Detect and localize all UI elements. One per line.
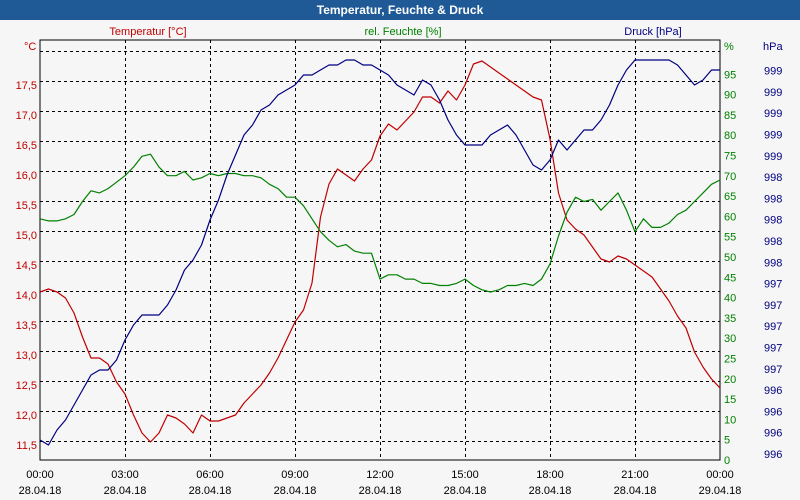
humidity-tick-label: 70 (724, 171, 736, 183)
window-title: Temperatur, Feuchte & Druck (0, 0, 800, 20)
x-tick-time: 18:00 (536, 469, 564, 481)
humidity-unit: % (724, 41, 734, 53)
temperature-tick-label: 13,0 (16, 350, 37, 362)
x-tick-time: 00:00 (706, 469, 734, 481)
pressure-unit: hPa (763, 41, 783, 53)
humidity-tick-label: 90 (724, 90, 736, 102)
x-tick-time: 03:00 (111, 469, 139, 481)
pressure-tick-label: 998 (764, 193, 782, 205)
pressure-tick-label: 996 (764, 449, 782, 461)
pressure-tick-label: 997 (764, 343, 782, 355)
pressure-tick-label: 998 (764, 215, 782, 227)
humidity-series-line (39, 153, 721, 293)
x-tick-date: 28.04.18 (359, 485, 402, 497)
x-tick-time: 15:00 (451, 469, 479, 481)
humidity-tick-label: 95 (724, 69, 736, 81)
humidity-tick-label: 15 (724, 394, 736, 406)
humidity-tick-label: 0 (724, 455, 730, 467)
temperature-tick-label: 14,0 (16, 290, 37, 302)
humidity-tick-label: 40 (724, 293, 736, 305)
x-tick-date: 29.04.18 (699, 485, 742, 497)
x-tick-time: 06:00 (196, 469, 224, 481)
x-tick-date: 28.04.18 (444, 485, 487, 497)
humidity-tick-label: 45 (724, 272, 736, 284)
pressure-tick-label: 999 (764, 66, 782, 78)
humidity-tick-label: 35 (724, 313, 736, 325)
x-tick-date: 28.04.18 (529, 485, 572, 497)
humidity-tick-label: 60 (724, 211, 736, 223)
temperature-unit: °C (24, 41, 36, 53)
pressure-tick-label: 996 (764, 428, 782, 440)
temperature-tick-label: 17,5 (16, 80, 37, 92)
temperature-tick-label: 13,5 (16, 320, 37, 332)
pressure-series-line (39, 59, 720, 446)
temperature-axis-label: Temperatur [°C] (109, 26, 186, 38)
temperature-series-line (39, 60, 721, 443)
humidity-tick-label: 5 (724, 435, 730, 447)
temperature-tick-label: 12,0 (16, 410, 37, 422)
pressure-tick-label: 999 (764, 108, 782, 120)
temperature-tick-label: 14,5 (16, 260, 37, 272)
pressure-tick-label: 998 (764, 257, 782, 269)
pressure-tick-label: 996 (764, 406, 782, 418)
pressure-tick-label: 998 (764, 172, 782, 184)
pressure-tick-label: 999 (764, 151, 782, 163)
axes-labels: Temperatur [°C] rel. Feuchte [%] Druck [hP… (16, 26, 784, 497)
x-tick-time: 21:00 (621, 469, 649, 481)
humidity-tick-label: 85 (724, 110, 736, 122)
temperature-tick-label: 16,0 (16, 170, 37, 182)
temperature-tick-label: 16,5 (16, 140, 37, 152)
humidity-tick-label: 10 (724, 414, 736, 426)
humidity-tick-label: 30 (724, 333, 736, 345)
pressure-tick-label: 999 (764, 130, 782, 142)
humidity-tick-label: 55 (724, 232, 736, 244)
temperature-tick-label: 11,5 (16, 440, 37, 452)
temperature-tick-label: 12,5 (16, 380, 37, 392)
temperature-tick-label: 15,5 (16, 200, 37, 212)
humidity-tick-label: 80 (724, 130, 736, 142)
x-tick-time: 09:00 (281, 469, 309, 481)
pressure-tick-label: 998 (764, 236, 782, 248)
humidity-tick-label: 25 (724, 354, 736, 366)
x-tick-date: 28.04.18 (274, 485, 317, 497)
x-tick-date: 28.04.18 (614, 485, 657, 497)
pressure-axis-label: Druck [hPa] (624, 26, 681, 38)
pressure-tick-label: 996 (764, 385, 782, 397)
humidity-tick-label: 65 (724, 191, 736, 203)
x-tick-time: 00:00 (26, 469, 54, 481)
pressure-tick-label: 997 (764, 279, 782, 291)
pressure-tick-label: 997 (764, 300, 782, 312)
x-tick-date: 28.04.18 (19, 485, 62, 497)
humidity-tick-label: 20 (724, 374, 736, 386)
temperature-tick-label: 15,0 (16, 230, 37, 242)
series-lines (39, 59, 721, 446)
pressure-tick-label: 999 (764, 87, 782, 99)
pressure-tick-label: 997 (764, 321, 782, 333)
humidity-tick-label: 50 (724, 252, 736, 264)
temperature-tick-label: 17,0 (16, 110, 37, 122)
pressure-tick-label: 997 (764, 364, 782, 376)
humidity-tick-label: 75 (724, 151, 736, 163)
x-tick-date: 28.04.18 (189, 485, 232, 497)
humidity-axis-label: rel. Feuchte [%] (364, 26, 441, 38)
x-tick-date: 28.04.18 (104, 485, 147, 497)
x-tick-time: 12:00 (366, 469, 394, 481)
